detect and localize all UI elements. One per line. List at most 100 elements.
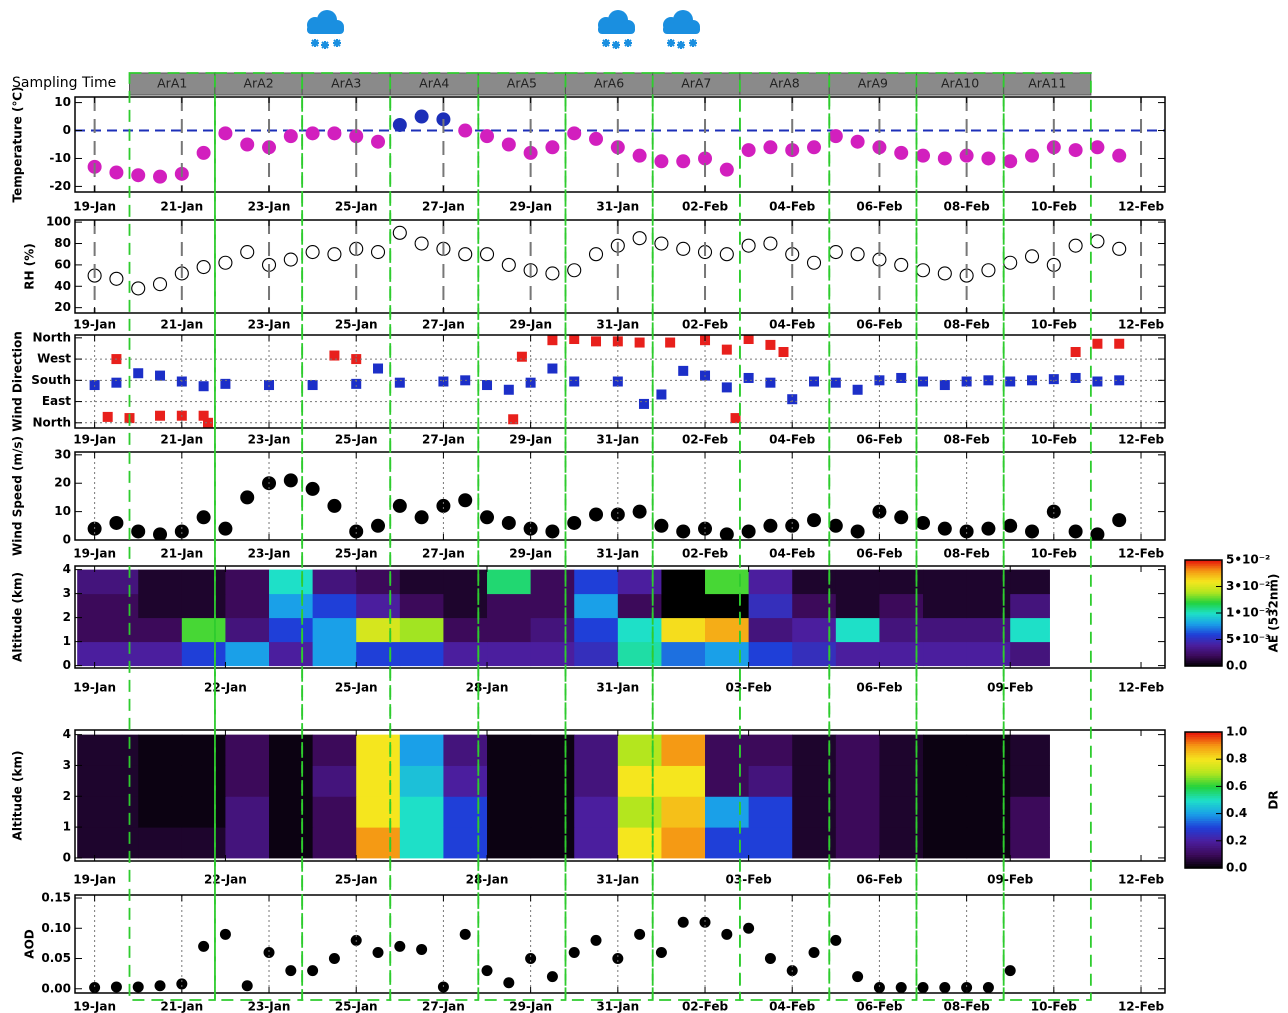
marker xyxy=(635,338,645,348)
x-tick-label: 19-Jan xyxy=(73,433,116,447)
heat-cell xyxy=(356,735,400,766)
heat-cell xyxy=(225,642,269,667)
heat-cell xyxy=(574,735,618,766)
x-tick-label: 29-Jan xyxy=(509,318,552,332)
marker xyxy=(199,381,209,391)
heat-cell xyxy=(574,642,618,667)
marker xyxy=(284,253,297,266)
heat-cell xyxy=(400,642,444,667)
marker xyxy=(765,378,775,388)
x-tick-label: 25-Jan xyxy=(335,681,378,695)
colorbar-tick-label: 1•10⁻² xyxy=(1226,606,1270,620)
heat-cell xyxy=(269,735,313,766)
heat-cell xyxy=(138,735,182,766)
marker xyxy=(482,380,492,390)
x-tick-label: 12-Feb xyxy=(1118,433,1165,447)
heat-cell xyxy=(225,796,269,827)
heat-cell xyxy=(443,796,487,827)
period-label: ArA5 xyxy=(507,76,537,91)
heat-cell xyxy=(705,618,749,643)
x-tick-label: 02-Feb xyxy=(682,318,729,332)
heat-cell xyxy=(487,796,531,827)
heat-cell xyxy=(443,827,487,858)
marker xyxy=(1005,377,1015,387)
heat-cell xyxy=(269,594,313,619)
heat-cell xyxy=(531,642,575,667)
heat-cell xyxy=(1010,594,1050,619)
marker xyxy=(1026,250,1039,263)
marker xyxy=(916,149,930,163)
period-label: ArA7 xyxy=(681,76,711,91)
y-tick-label: 4 xyxy=(63,562,71,576)
period-label: ArA6 xyxy=(594,76,624,91)
heat-cell xyxy=(313,618,357,643)
x-tick-label: 04-Feb xyxy=(769,433,816,447)
marker xyxy=(480,510,494,524)
heat-cell xyxy=(574,796,618,827)
marker xyxy=(198,941,209,952)
plot-area xyxy=(89,917,1016,993)
marker xyxy=(1113,242,1126,255)
snow-icon xyxy=(663,10,700,49)
heat-cell xyxy=(225,618,269,643)
x-tick-label: 23-Jan xyxy=(248,547,291,561)
marker xyxy=(569,377,579,387)
marker xyxy=(371,135,385,149)
marker xyxy=(109,516,123,530)
marker xyxy=(517,352,527,362)
colorbar-label: DR xyxy=(1267,790,1281,809)
y-axis-label: AOD xyxy=(23,929,37,958)
heat-cell xyxy=(313,735,357,766)
marker xyxy=(371,519,385,533)
marker xyxy=(676,524,690,538)
x-tick-label: 25-Jan xyxy=(335,318,378,332)
marker xyxy=(829,519,843,533)
plot-area xyxy=(75,110,1165,184)
marker xyxy=(240,490,254,504)
heat-cell xyxy=(182,594,226,619)
y-tick-label: 2 xyxy=(63,789,71,803)
heat-cell xyxy=(487,735,531,766)
marker xyxy=(155,371,165,381)
heat-cell xyxy=(574,618,618,643)
heat-cell xyxy=(531,796,575,827)
marker xyxy=(851,248,864,261)
marker xyxy=(720,163,734,177)
x-tick-label: 27-Jan xyxy=(422,433,465,447)
heat-cell xyxy=(1010,618,1050,643)
heat-cell xyxy=(923,735,967,766)
x-tick-label: 23-Jan xyxy=(248,1000,291,1013)
y-tick-label: 1 xyxy=(63,634,71,648)
x-tick-label: 06-Feb xyxy=(856,200,903,214)
heat-cell xyxy=(487,594,531,619)
y-tick-label: 30 xyxy=(54,447,71,461)
marker xyxy=(895,258,908,271)
marker xyxy=(763,140,777,154)
colorbar-tick-label: 5•10⁻² xyxy=(1226,553,1270,567)
marker xyxy=(240,138,254,152)
marker xyxy=(851,135,865,149)
marker xyxy=(220,929,231,940)
heat-cell xyxy=(400,570,444,595)
x-tick-label: 09-Feb xyxy=(987,681,1034,695)
marker xyxy=(546,267,559,280)
marker xyxy=(306,482,320,496)
marker xyxy=(525,953,536,964)
x-tick-label: 19-Jan xyxy=(73,547,116,561)
x-tick-label: 25-Jan xyxy=(335,547,378,561)
heat-cell xyxy=(313,570,357,595)
marker xyxy=(103,412,113,422)
marker xyxy=(639,399,649,409)
marker xyxy=(981,522,995,536)
y-tick-label: -20 xyxy=(49,179,71,193)
x-tick-label: 23-Jan xyxy=(248,433,291,447)
marker xyxy=(1090,140,1104,154)
y-axis-label: Wind Speed (m/s) xyxy=(11,436,25,556)
marker xyxy=(459,248,472,261)
heat-cell xyxy=(138,594,182,619)
heat-cell xyxy=(400,765,444,796)
heat-cell xyxy=(574,570,618,595)
x-tick-label: 02-Feb xyxy=(682,547,729,561)
marker xyxy=(393,499,407,513)
x-tick-label: 10-Feb xyxy=(1031,547,1078,561)
